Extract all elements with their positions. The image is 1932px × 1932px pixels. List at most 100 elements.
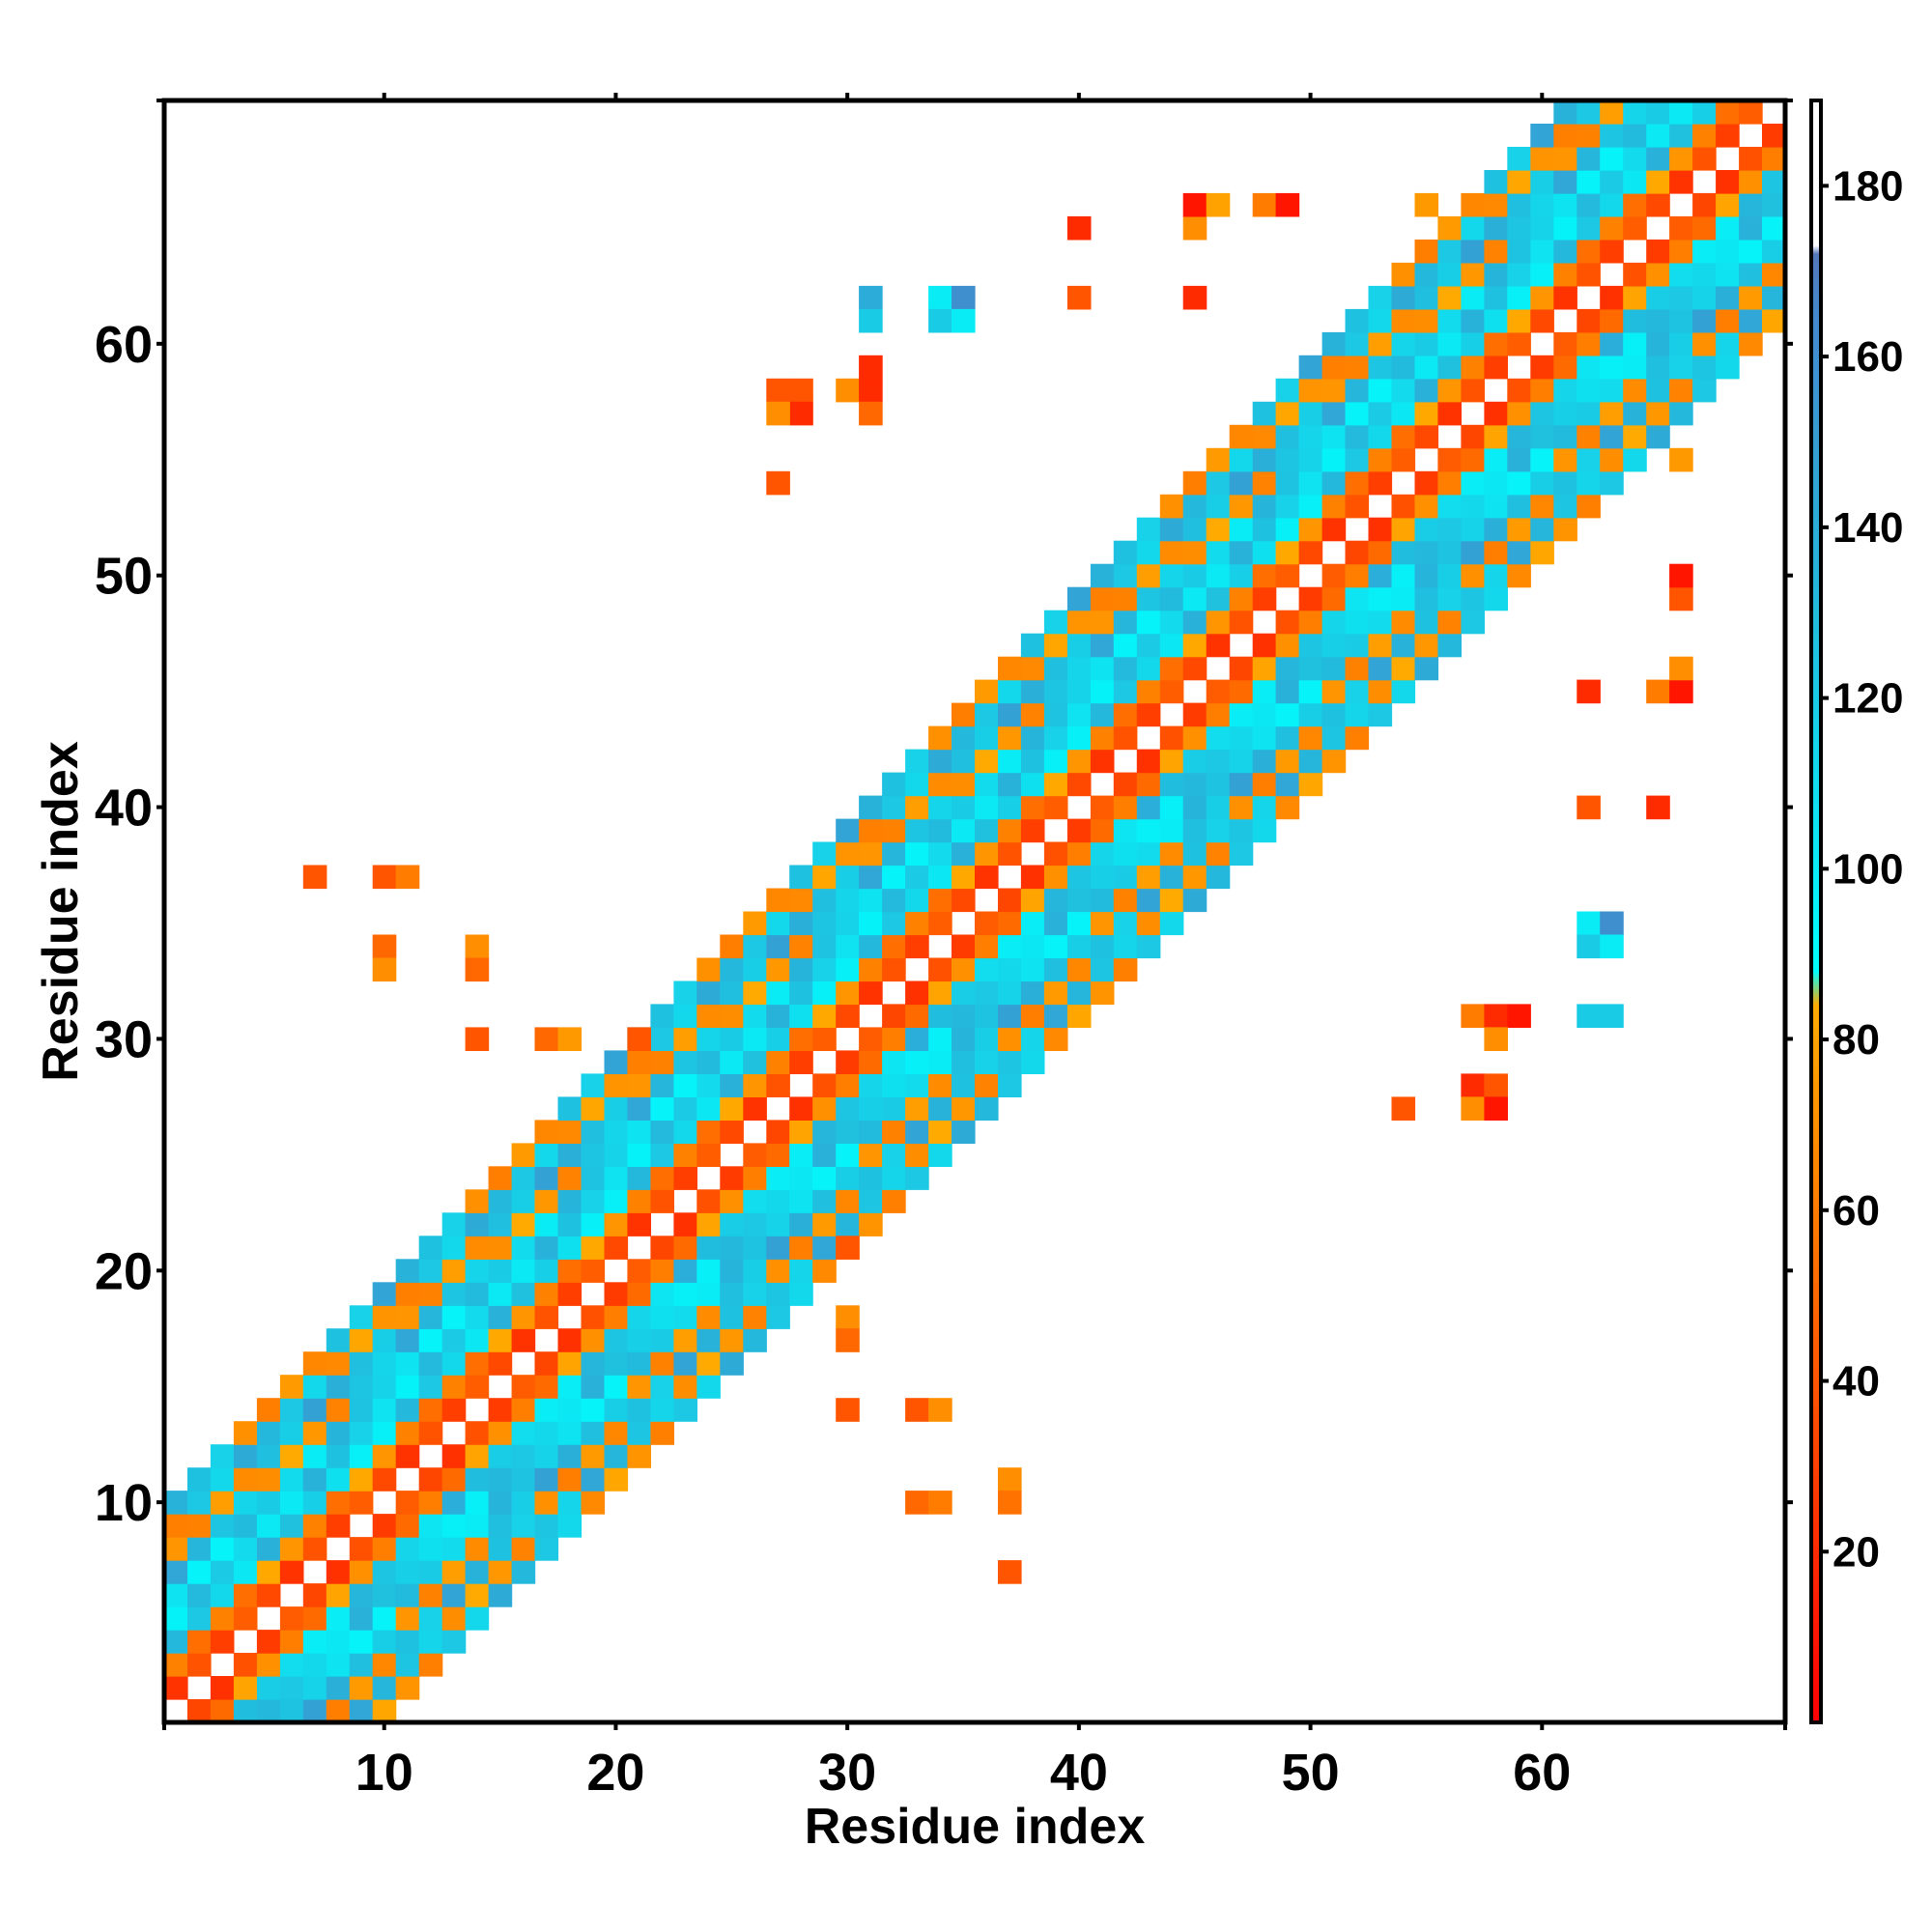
heatmap-cell	[557, 1143, 582, 1167]
heatmap-cell	[1577, 215, 1601, 241]
heatmap-cell	[1530, 401, 1554, 426]
heatmap-cell	[1229, 818, 1254, 843]
heatmap-cell	[882, 772, 906, 797]
heatmap-cell	[418, 1259, 443, 1283]
heatmap-cell	[1298, 679, 1323, 704]
heatmap-cell	[1066, 888, 1092, 913]
heatmap-cell	[905, 865, 929, 890]
heatmap-cell	[1113, 610, 1138, 635]
heatmap-cell	[1461, 1004, 1485, 1028]
heatmap-cell	[441, 1398, 467, 1422]
heatmap-cell	[1229, 447, 1254, 472]
heatmap-cell	[1391, 424, 1416, 449]
heatmap-cell	[1368, 702, 1393, 727]
heatmap-cell	[1298, 540, 1323, 565]
heatmap-cell	[1669, 563, 1693, 588]
heatmap-cell	[465, 1351, 490, 1376]
heatmap-cell	[441, 1583, 467, 1607]
heatmap-cell	[1762, 215, 1786, 241]
heatmap-cell	[1739, 100, 1763, 125]
heatmap-cell	[1275, 795, 1300, 820]
heatmap-cell	[743, 1236, 767, 1260]
heatmap-cell	[905, 1073, 929, 1097]
heatmap-cell	[766, 888, 790, 913]
heatmap-cell	[233, 1537, 258, 1561]
heatmap-cell	[349, 1467, 374, 1492]
heatmap-cell	[673, 980, 697, 1006]
heatmap-cell	[302, 1583, 327, 1607]
heatmap-cell	[720, 1050, 744, 1074]
heatmap-cell	[534, 1259, 559, 1283]
heatmap-cell	[534, 1351, 559, 1376]
heatmap-cell	[859, 1096, 883, 1121]
heatmap-cell	[418, 1421, 443, 1445]
heatmap-cell	[1020, 656, 1045, 681]
heatmap-cell	[1391, 517, 1416, 542]
heatmap-cell	[882, 1166, 906, 1190]
heatmap-cell	[836, 1096, 860, 1121]
heatmap-cell	[1530, 192, 1554, 217]
heatmap-cell	[256, 1699, 281, 1723]
heatmap-cell	[465, 1514, 490, 1538]
heatmap-cell	[1391, 540, 1416, 565]
heatmap-cell	[928, 795, 952, 820]
heatmap-cell	[673, 1212, 697, 1236]
heatmap-cell	[743, 1073, 767, 1097]
heatmap-cell	[279, 1375, 304, 1399]
heatmap-cell	[1345, 586, 1370, 611]
heatmap-cell	[1321, 586, 1347, 611]
heatmap-cell	[1090, 911, 1115, 936]
heatmap-cell	[1623, 447, 1647, 472]
heatmap-cell	[1159, 865, 1184, 890]
heatmap-cell	[465, 1212, 490, 1236]
heatmap-cell	[1437, 494, 1462, 519]
heatmap-cell	[905, 934, 929, 959]
heatmap-cell	[928, 725, 952, 751]
heatmap-cell	[952, 1004, 976, 1028]
heatmap-cell	[650, 1004, 674, 1028]
y-tick-label: 50	[95, 548, 153, 606]
heatmap-cell	[766, 470, 790, 496]
heatmap-cell	[1553, 147, 1577, 171]
heatmap-cell	[1043, 702, 1068, 727]
heatmap-cell	[975, 749, 999, 774]
heatmap-cell	[766, 1027, 790, 1051]
heatmap-cell	[1484, 1027, 1508, 1051]
heatmap-cell	[1437, 215, 1462, 241]
heatmap-cell	[581, 1375, 606, 1399]
heatmap-cell	[1298, 656, 1323, 681]
heatmap-cell	[998, 1073, 1022, 1097]
heatmap-cell	[1646, 355, 1670, 380]
heatmap-cell	[975, 679, 999, 704]
heatmap-cell	[1484, 494, 1508, 519]
heatmap-cell	[557, 1027, 582, 1051]
heatmap-cell	[882, 1120, 906, 1144]
heatmap-cell	[1275, 610, 1300, 635]
heatmap-cell	[1159, 656, 1184, 681]
heatmap-cell	[1414, 586, 1439, 611]
heatmap-cell	[743, 1282, 767, 1306]
heatmap-cell	[164, 1606, 188, 1631]
heatmap-cell	[395, 1491, 420, 1515]
heatmap-cell	[1414, 308, 1439, 333]
heatmap-cell	[164, 1491, 188, 1515]
heatmap-cell	[743, 1050, 767, 1074]
heatmap-cell	[302, 1421, 327, 1445]
heatmap-cell	[604, 1236, 629, 1260]
heatmap-cell	[581, 1491, 606, 1515]
heatmap-cell	[696, 1027, 721, 1051]
heatmap-cell	[1229, 540, 1254, 565]
heatmap-cell	[1762, 262, 1786, 287]
heatmap-cell	[1252, 470, 1277, 496]
heatmap-cell	[1484, 1096, 1508, 1121]
heatmap-cell	[1646, 285, 1670, 310]
heatmap-cell	[1553, 517, 1577, 542]
heatmap-cell	[581, 1351, 606, 1376]
heatmap-cell	[441, 1305, 467, 1329]
heatmap-cell	[534, 1537, 559, 1561]
heatmap-cell	[1692, 100, 1717, 125]
heatmap-cell	[302, 1630, 327, 1654]
heatmap-cell	[673, 1004, 697, 1028]
heatmap-cell	[1762, 170, 1786, 194]
heatmap-cell	[1136, 841, 1161, 867]
